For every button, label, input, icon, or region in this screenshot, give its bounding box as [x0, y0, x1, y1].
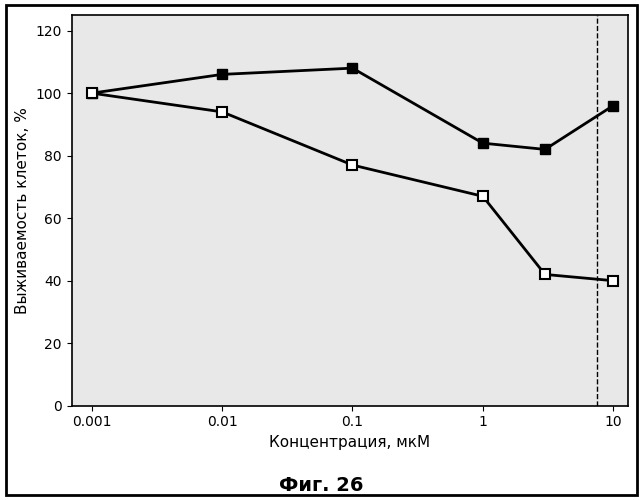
X-axis label: Концентрация, мкМ: Концентрация, мкМ [269, 435, 430, 450]
Y-axis label: Выживаемость клеток, %: Выживаемость клеток, % [15, 107, 30, 314]
Text: Фиг. 26: Фиг. 26 [279, 476, 364, 495]
